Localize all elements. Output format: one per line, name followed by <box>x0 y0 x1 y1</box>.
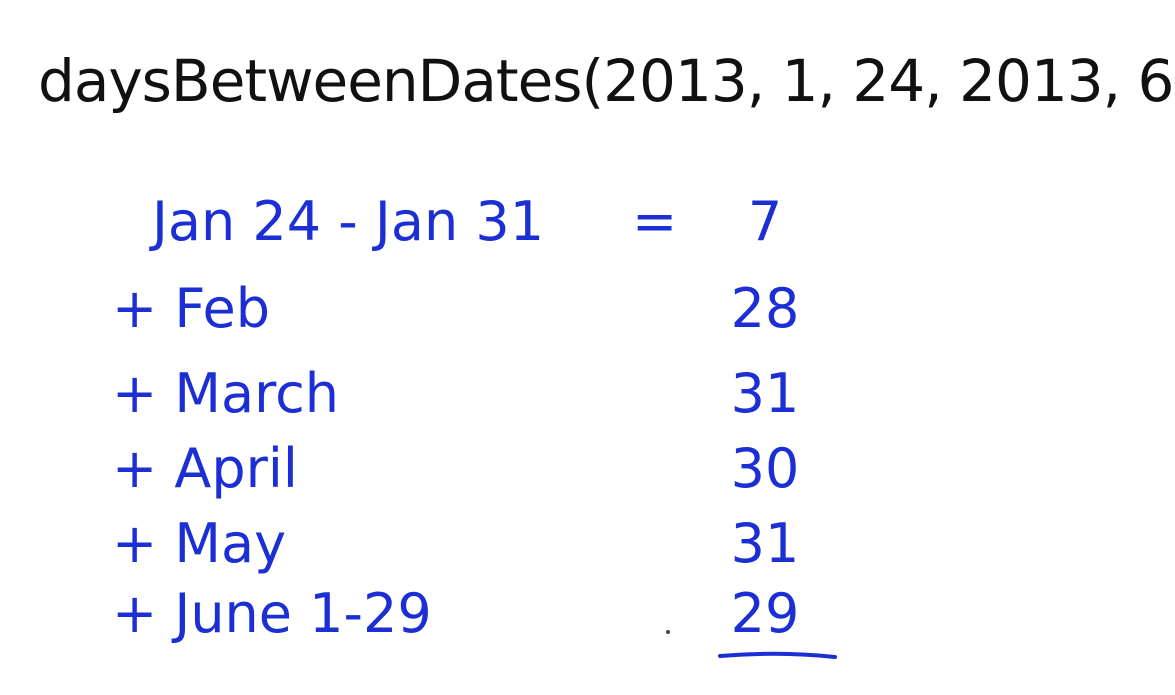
title: daysBetweenDates(2013, 1, 24, 2013, 6, 2… <box>38 47 1175 115</box>
row-value: 31 <box>730 512 800 575</box>
operator: = <box>632 190 678 253</box>
row-label: + Feb <box>112 277 271 340</box>
row-label: Jan 24 - Jan 31 <box>152 190 545 253</box>
row-label: + May <box>112 512 287 575</box>
row-value: 30 <box>730 437 800 500</box>
dot <box>666 630 670 634</box>
row-value: 28 <box>730 277 800 340</box>
row-label: + June 1-29 <box>112 582 432 645</box>
row-value: 31 <box>730 362 800 425</box>
row-label: + March <box>112 362 340 425</box>
row-value: 7 <box>747 190 783 253</box>
row-label: + April <box>112 437 298 500</box>
sum-underline <box>718 651 837 659</box>
row-value: 29 <box>730 582 800 645</box>
